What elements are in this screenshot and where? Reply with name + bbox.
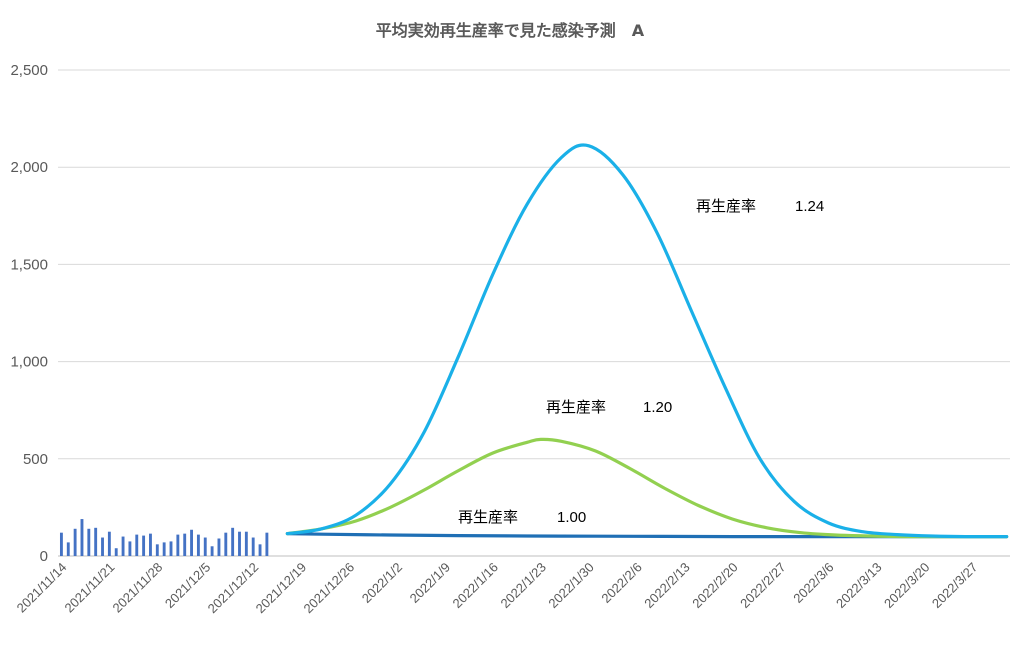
x-tick-label: 2022/3/6 <box>790 560 836 606</box>
x-tick-label: 2022/3/20 <box>881 560 933 612</box>
y-tick-label: 1,000 <box>10 354 48 371</box>
bar <box>101 537 104 556</box>
x-tick-label: 2021/12/19 <box>253 560 310 617</box>
bar <box>265 532 269 556</box>
bar <box>244 531 248 556</box>
x-tick-label: 2022/3/27 <box>929 560 981 612</box>
y-axis-ticks: 0 500 1,000 1,500 2,000 2,500 <box>10 62 48 565</box>
x-tick-label: 2022/2/20 <box>689 560 741 612</box>
bar <box>190 529 193 556</box>
y-tick-label: 0 <box>40 548 48 565</box>
bar <box>73 528 77 556</box>
bar <box>238 531 241 556</box>
bar <box>183 533 187 556</box>
x-tick-label: 2021/12/12 <box>205 560 262 617</box>
bar <box>121 536 125 556</box>
annotation-label: 再生産率 <box>696 197 756 215</box>
bar <box>59 532 63 556</box>
bar <box>169 541 173 556</box>
bar <box>176 534 180 556</box>
bar <box>196 534 200 556</box>
bar <box>135 534 139 556</box>
x-tick-label: 2021/11/14 <box>14 560 70 616</box>
bar <box>217 538 221 556</box>
bar <box>66 542 70 556</box>
annotation-1-20: 再生産率 1.20 <box>546 398 672 416</box>
x-tick-label: 2021/11/21 <box>62 560 118 616</box>
x-tick-label: 2021/12/26 <box>301 560 358 617</box>
bar <box>258 544 262 556</box>
x-tick-label: 2022/2/13 <box>641 560 693 612</box>
y-tick-label: 500 <box>23 451 48 468</box>
bar <box>107 531 111 556</box>
bar <box>128 541 132 556</box>
x-axis-ticks: 2021/11/142021/11/212021/11/282021/12/52… <box>14 560 981 617</box>
grid-lines <box>58 69 1010 557</box>
bar <box>94 527 98 556</box>
x-tick-label: 2022/3/13 <box>833 560 885 612</box>
bar <box>251 537 255 556</box>
bar <box>203 537 207 556</box>
x-tick-label: 2021/11/28 <box>109 560 165 616</box>
x-tick-label: 2022/1/30 <box>545 560 597 612</box>
series-line-1 <box>285 143 1009 539</box>
chart-title: 平均実効再生産率で見た感染予測 A <box>376 21 645 40</box>
y-tick-label: 2,000 <box>10 159 48 176</box>
bar <box>149 533 152 556</box>
bar <box>87 528 91 556</box>
y-tick-label: 1,500 <box>10 256 48 273</box>
y-tick-label: 2,500 <box>10 62 48 79</box>
series-lines <box>285 143 1009 539</box>
x-tick-label: 2022/1/23 <box>497 560 549 612</box>
annotation-1-24: 再生産率 1.24 <box>696 197 824 215</box>
x-tick-label: 2022/1/2 <box>359 560 405 606</box>
annotation-value: 1.24 <box>795 198 824 215</box>
x-tick-label: 2022/2/6 <box>598 560 644 606</box>
series-line-2 <box>285 437 1009 539</box>
annotation-1-00: 再生産率 1.00 <box>458 508 586 526</box>
x-tick-label: 2022/2/27 <box>737 560 789 612</box>
annotation-value: 1.00 <box>557 509 586 526</box>
bar <box>224 532 228 556</box>
annotation-label: 再生産率 <box>546 398 606 416</box>
x-tick-label: 2022/1/16 <box>450 560 502 612</box>
bar <box>210 546 214 556</box>
bar <box>155 544 159 556</box>
annotation-value: 1.20 <box>643 399 672 416</box>
bars <box>59 519 269 556</box>
bar <box>142 535 146 556</box>
bar <box>231 527 235 556</box>
bar <box>162 542 166 556</box>
bar <box>114 548 118 556</box>
annotation-label: 再生産率 <box>458 508 518 526</box>
bar <box>80 519 84 556</box>
x-tick-label: 2022/1/9 <box>407 560 453 606</box>
